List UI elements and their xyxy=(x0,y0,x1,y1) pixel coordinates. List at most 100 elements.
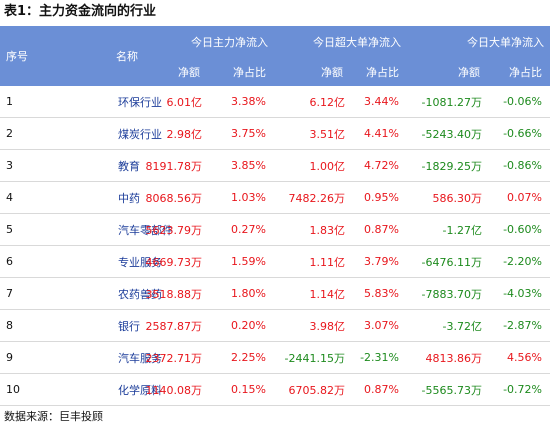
lg-ratio-cell: -0.06% xyxy=(488,86,550,118)
lg-ratio-cell: -0.66% xyxy=(488,117,550,150)
xl-amount-cell: 1.11亿 xyxy=(274,245,351,278)
rank-cell: 9 xyxy=(0,341,46,374)
header-row-sub: 净额 净占比 净额 净占比 净额 净占比 xyxy=(0,58,550,86)
table-row: 4 中药 8068.56万 1.03% 7482.26万 0.95% 586.30万 0.07… xyxy=(0,181,550,214)
main-amount-cell: 8068.56万 xyxy=(130,181,208,214)
lg-ratio-cell: -2.87% xyxy=(488,309,550,342)
xl-amount-cell: 1.14亿 xyxy=(274,277,351,310)
main-ratio-cell: 2.25% xyxy=(208,341,274,374)
lg-ratio-cell: -0.60% xyxy=(488,213,550,246)
header-row-groups: 序号 名称 今日主力净流入 今日超大单净流入 今日大单净流入 xyxy=(0,26,550,86)
industry-name-link[interactable]: 农药兽药 xyxy=(46,277,162,310)
main-ratio-cell: 1.80% xyxy=(208,277,274,310)
header-main-ratio: 净占比 xyxy=(208,58,274,86)
main-amount-cell: 2.98亿 xyxy=(130,117,208,150)
industry-name-link[interactable]: 银行 xyxy=(46,309,140,342)
header-rank: 序号 xyxy=(0,26,46,86)
header-lg-ratio: 净占比 xyxy=(488,58,550,86)
main-ratio-cell: 1.03% xyxy=(208,181,274,214)
main-ratio-cell: 3.75% xyxy=(208,117,274,150)
xl-ratio-cell: 3.44% xyxy=(351,86,407,118)
industry-name-link[interactable]: 汽车服务 xyxy=(46,341,162,374)
header-xl-inflow: 今日超大单净流入 xyxy=(274,26,407,58)
xl-ratio-cell: 4.72% xyxy=(351,149,407,182)
main-amount-cell: 1140.08万 xyxy=(130,373,208,406)
main-amount-cell: 5623.79万 xyxy=(130,213,208,246)
xl-amount-cell: 1.00亿 xyxy=(274,149,351,182)
xl-ratio-cell: 3.07% xyxy=(351,309,407,342)
table-row: 9 汽车服务 2372.71万 2.25% -2441.15万 -2.31% 4813.86… xyxy=(0,341,550,374)
header-main-amount: 净额 xyxy=(130,58,208,86)
xl-amount-cell: 3.98亿 xyxy=(274,309,351,342)
main-amount-cell: 4669.73万 xyxy=(130,245,208,278)
lg-ratio-cell: -2.20% xyxy=(488,245,550,278)
lg-amount-cell: -5243.40万 xyxy=(407,117,488,150)
xl-ratio-cell: 3.79% xyxy=(351,245,407,278)
rank-cell: 6 xyxy=(0,245,46,278)
main-amount-cell: 6.01亿 xyxy=(130,86,208,118)
lg-amount-cell: -1829.25万 xyxy=(407,149,488,182)
industry-name-link[interactable]: 化学原料 xyxy=(46,373,162,406)
table-row: 8 银行 2587.87万 0.20% 3.98亿 3.07% -3.72亿 -2.87% xyxy=(0,309,550,342)
lg-ratio-cell: -0.86% xyxy=(488,149,550,182)
lg-amount-cell: -6476.11万 xyxy=(407,245,488,278)
main-amount-cell: 2372.71万 xyxy=(130,341,208,374)
table-row: 5 汽车零部件 5623.79万 0.27% 1.83亿 0.87% -1.27亿 -0.60… xyxy=(0,213,550,246)
rank-cell: 8 xyxy=(0,309,46,342)
table-title: 表1：主力资金流向的行业 xyxy=(4,4,157,19)
main-ratio-cell: 3.85% xyxy=(208,149,274,182)
xl-ratio-cell: 0.95% xyxy=(351,181,407,214)
xl-amount-cell: 6705.82万 xyxy=(274,373,351,406)
main-ratio-cell: 0.20% xyxy=(208,309,274,342)
lg-amount-cell: -5565.73万 xyxy=(407,373,488,406)
xl-ratio-cell: 0.87% xyxy=(351,373,407,406)
main-ratio-cell: 1.59% xyxy=(208,245,274,278)
rank-cell: 5 xyxy=(0,213,46,246)
main-amount-cell: 3518.88万 xyxy=(130,277,208,310)
xl-amount-cell: 1.83亿 xyxy=(274,213,351,246)
main-ratio-cell: 0.15% xyxy=(208,373,274,406)
xl-ratio-cell: 5.83% xyxy=(351,277,407,310)
industry-name-link[interactable]: 教育 xyxy=(46,149,140,182)
xl-ratio-cell: -2.31% xyxy=(351,341,407,374)
xl-amount-cell: 6.12亿 xyxy=(274,86,351,118)
lg-amount-cell: -7883.70万 xyxy=(407,277,488,310)
header-main-inflow: 今日主力净流入 xyxy=(130,26,274,58)
lg-amount-cell: -1081.27万 xyxy=(407,86,488,118)
table-row: 6 专业服务 4669.73万 1.59% 1.11亿 3.79% -6476.11万 -2.… xyxy=(0,245,550,278)
table-row: 1 环保行业 6.01亿 3.38% 6.12亿 3.44% -1081.27万 -0.06% xyxy=(0,86,550,118)
table-row: 7 农药兽药 3518.88万 1.80% 1.14亿 5.83% -7883.70万 -4.… xyxy=(0,277,550,310)
industry-name-link[interactable]: 专业服务 xyxy=(46,245,162,278)
header-xl-amount: 净额 xyxy=(274,58,351,86)
industry-name-link[interactable]: 汽车零部件 xyxy=(46,213,173,246)
lg-amount-cell: -3.72亿 xyxy=(407,309,488,342)
header-lg-inflow: 今日大单净流入 xyxy=(407,26,550,58)
lg-amount-cell: 586.30万 xyxy=(407,181,488,214)
lg-amount-cell: 4813.86万 xyxy=(407,341,488,374)
header-xl-ratio: 净占比 xyxy=(351,58,407,86)
xl-amount-cell: -2441.15万 xyxy=(274,341,351,374)
main-ratio-cell: 0.27% xyxy=(208,213,274,246)
lg-ratio-cell: 0.07% xyxy=(488,181,550,214)
rank-cell: 7 xyxy=(0,277,46,310)
lg-ratio-cell: -0.72% xyxy=(488,373,550,406)
table-row: 3 教育 8191.78万 3.85% 1.00亿 4.72% -1829.25万 -0.86… xyxy=(0,149,550,182)
industry-name-link[interactable]: 煤炭行业 xyxy=(46,117,162,150)
rank-cell: 10 xyxy=(0,373,46,406)
table-row: 10 化学原料 1140.08万 0.15% 6705.82万 0.87% -5565.73… xyxy=(0,373,550,406)
rank-cell: 4 xyxy=(0,181,46,214)
industry-name-link[interactable]: 中药 xyxy=(46,181,140,214)
lg-ratio-cell: 4.56% xyxy=(488,341,550,374)
main-ratio-cell: 3.38% xyxy=(208,86,274,118)
header-lg-amount: 净额 xyxy=(407,58,488,86)
rank-cell: 3 xyxy=(0,149,46,182)
xl-amount-cell: 7482.26万 xyxy=(274,181,351,214)
industry-flow-table: 序号 名称 今日主力净流入 今日超大单净流入 今日大单净流入 净额 净占比 净额… xyxy=(0,26,550,406)
xl-amount-cell: 3.51亿 xyxy=(274,117,351,150)
industry-name-link[interactable]: 环保行业 xyxy=(46,86,162,118)
lg-ratio-cell: -4.03% xyxy=(488,277,550,310)
table-row: 2 煤炭行业 2.98亿 3.75% 3.51亿 4.41% -5243.40万 -0.66% xyxy=(0,117,550,150)
rank-cell: 2 xyxy=(0,117,46,150)
xl-ratio-cell: 0.87% xyxy=(351,213,407,246)
lg-amount-cell: -1.27亿 xyxy=(407,213,488,246)
